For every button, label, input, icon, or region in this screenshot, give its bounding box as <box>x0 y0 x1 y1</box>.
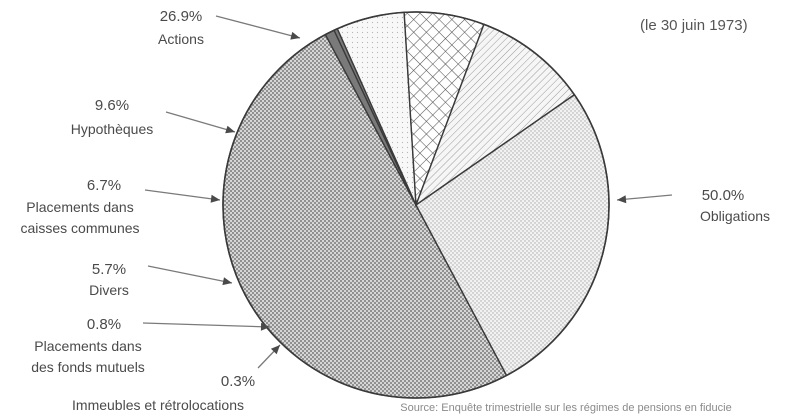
leader-arrow-immeubles <box>270 345 280 355</box>
chart-date-label: (le 30 juin 1973) <box>640 17 748 34</box>
leader-arrow-actions <box>290 31 300 40</box>
slice-label-caisses-line2: caisses communes <box>20 220 139 236</box>
leader-line-hypotheques <box>165 111 236 133</box>
pie-rim <box>222 11 610 399</box>
leader-arrow-caisses <box>210 194 220 203</box>
leader-line-divers <box>147 265 233 284</box>
slice-label-actions: Actions <box>158 31 204 47</box>
slice-label-obligations: Obligations <box>700 208 770 224</box>
leader-line-obligations <box>616 194 673 201</box>
slice-pct-immeubles: 0.3% <box>221 373 255 390</box>
slice-label-fonds-line1: Placements dans <box>34 338 141 354</box>
leader-arrow-fonds <box>260 322 270 331</box>
leader-arrow-divers <box>222 277 232 286</box>
slice-label-immeubles: Immeubles et rétrolocations <box>72 397 244 413</box>
slice-pct-divers: 5.7% <box>92 261 126 278</box>
leader-line-caisses <box>144 189 221 201</box>
slice-pct-caisses: 6.7% <box>87 177 121 194</box>
leader-line-fonds <box>142 322 271 328</box>
slice-label-hypotheques: Hypothèques <box>71 121 154 137</box>
leader-arrow-hypotheques <box>225 125 235 134</box>
leader-line-actions <box>215 15 301 39</box>
chart-source-note: Source: Enquête trimestrielle sur les ré… <box>400 402 731 414</box>
slice-pct-obligations: 50.0% <box>702 187 745 204</box>
slice-pct-hypotheques: 9.6% <box>95 97 129 114</box>
leader-arrow-obligations <box>617 195 627 204</box>
slice-label-divers: Divers <box>89 282 129 298</box>
slice-label-fonds-line2: des fonds mutuels <box>31 359 145 375</box>
slice-pct-fonds: 0.8% <box>87 316 121 333</box>
slice-pct-actions: 26.9% <box>160 8 203 25</box>
slice-label-caisses-line1: Placements dans <box>26 199 133 215</box>
